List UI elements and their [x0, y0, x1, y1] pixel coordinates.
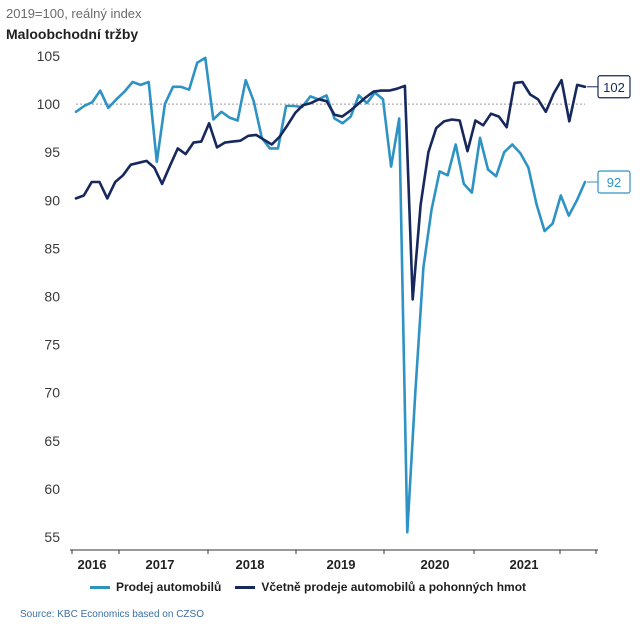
y-tick-label: 70 [44, 385, 60, 401]
legend-item-series-1: Prodej automobilů [90, 580, 221, 594]
x-tick-label: 2018 [236, 557, 265, 572]
x-tick-label: 2017 [146, 557, 175, 572]
y-tick-label: 55 [44, 529, 60, 545]
y-tick-label: 75 [44, 337, 60, 353]
y-tick-label: 80 [44, 289, 60, 305]
legend-label-series-1: Prodej automobilů [116, 580, 222, 594]
chart-title: Maloobchodní tržby [6, 26, 139, 42]
y-tick-label: 90 [44, 192, 60, 208]
x-tick-label: 2021 [510, 557, 539, 572]
series-line-2 [74, 78, 587, 301]
x-tick-label: 2020 [421, 557, 450, 572]
series-line-1 [74, 56, 587, 534]
source-note: Source: KBC Economics based on CZSO [20, 609, 204, 620]
y-tick-label: 60 [44, 481, 60, 497]
chart-legend: Prodej automobilů Včetně prodeje automob… [90, 580, 540, 594]
y-tick-label: 100 [37, 96, 61, 112]
x-tick-label: 2019 [327, 557, 356, 572]
legend-swatch-series-2 [235, 585, 256, 589]
chart-subtitle: 2019=100, reálný index [6, 6, 142, 21]
y-tick-label: 105 [37, 48, 61, 64]
end-label-box-1 [597, 170, 631, 194]
end-label-2: 102 [603, 80, 625, 95]
end-label-1: 92 [607, 175, 621, 190]
y-tick-label: 85 [44, 240, 60, 256]
legend-item-series-2: Včetně prodeje automobilů a pohonných hm… [235, 580, 526, 594]
y-tick-label: 65 [44, 433, 60, 449]
y-tick-label: 95 [44, 144, 60, 160]
legend-swatch-series-1 [90, 585, 110, 589]
x-tick-label: 2016 [78, 557, 107, 572]
legend-label-series-2: Včetně prodeje automobilů a pohonných hm… [261, 580, 527, 594]
end-label-box-2 [597, 75, 631, 99]
